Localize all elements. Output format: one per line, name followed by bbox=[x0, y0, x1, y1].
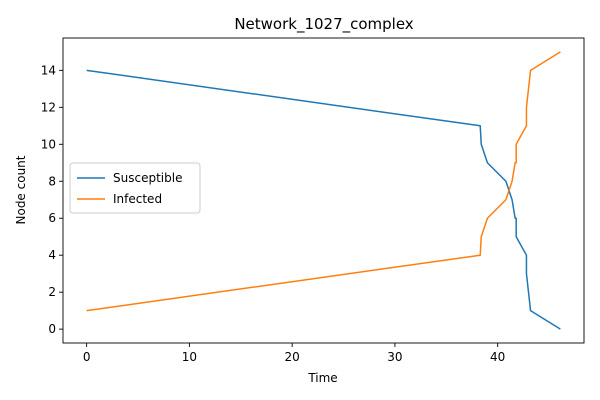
y-tick-label: 2 bbox=[48, 285, 56, 299]
plot-area bbox=[62, 37, 585, 344]
x-tick-label: 0 bbox=[83, 350, 91, 364]
y-tick-label: 10 bbox=[41, 137, 56, 151]
x-tick-label: 10 bbox=[182, 350, 197, 364]
chart-title: Network_1027_complex bbox=[234, 15, 413, 34]
legend-label-susceptible: Susceptible bbox=[113, 171, 182, 185]
series-line-susceptible bbox=[86, 69, 561, 330]
y-tick-label: 6 bbox=[48, 211, 56, 225]
axis-ticks: 0 10 20 30 40 0 2 4 6 8 10 12 14 bbox=[41, 63, 506, 364]
y-tick-label: 14 bbox=[41, 63, 56, 77]
x-axis-label: Time bbox=[307, 371, 337, 385]
y-tick-label: 12 bbox=[41, 100, 56, 114]
x-tick-label: 20 bbox=[285, 350, 300, 364]
legend: Susceptible Infected bbox=[69, 162, 201, 214]
legend-box bbox=[69, 162, 201, 214]
x-tick-label: 30 bbox=[387, 350, 402, 364]
y-tick-label: 4 bbox=[48, 248, 56, 262]
y-tick-label: 8 bbox=[48, 174, 56, 188]
plot-frame bbox=[62, 37, 585, 344]
series-line-infected bbox=[86, 51, 561, 312]
y-axis-label: Node count bbox=[14, 155, 28, 224]
x-tick-label: 40 bbox=[490, 350, 505, 364]
y-tick-label: 0 bbox=[48, 322, 56, 336]
legend-label-infected: Infected bbox=[113, 192, 162, 206]
